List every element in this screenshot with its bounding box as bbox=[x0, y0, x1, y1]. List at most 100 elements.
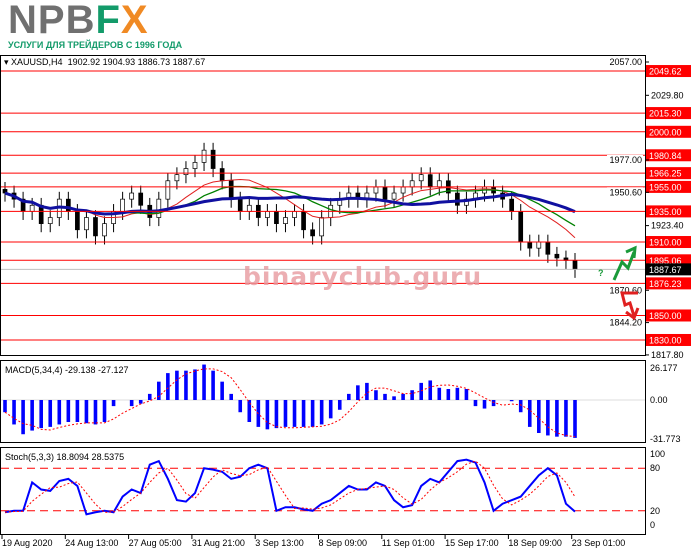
candle-body bbox=[102, 223, 107, 237]
time-tick-label: 23 Sep 01:00 bbox=[572, 538, 626, 548]
macd-bar bbox=[111, 400, 116, 407]
level-label: 1895.06 bbox=[649, 256, 682, 266]
candle-body bbox=[319, 217, 325, 237]
level-tag bbox=[646, 205, 691, 218]
macd-bar bbox=[410, 390, 414, 400]
stoch-signal-line bbox=[4, 460, 576, 513]
macd-bar bbox=[518, 400, 523, 413]
level-label: 1966.25 bbox=[649, 169, 682, 179]
macd-tick-label: 0.00 bbox=[650, 395, 668, 405]
price-tick-label: 1844.20 bbox=[609, 318, 642, 328]
price-tick-label: 2057.00 bbox=[609, 57, 642, 67]
macd-signal-line bbox=[4, 368, 576, 438]
logo-tagline: УСЛУГИ ДЛЯ ТРЕЙДЕРОВ С 1996 ГОДА bbox=[8, 40, 183, 50]
price-tick-label: 1923.40 bbox=[651, 221, 684, 231]
candle-body bbox=[527, 241, 533, 249]
macd-bar bbox=[365, 382, 369, 400]
macd-bar bbox=[247, 400, 252, 423]
macd-bar bbox=[564, 400, 568, 437]
chart-header: ▾ XAUUSD,H4 1902.92 1904.93 1886.73 1887… bbox=[4, 57, 206, 67]
macd-bar bbox=[3, 400, 7, 413]
candle-body bbox=[373, 186, 379, 194]
macd-bar bbox=[30, 400, 34, 431]
candle-body bbox=[93, 217, 98, 237]
time-tick-label: 8 Sep 09:00 bbox=[319, 538, 368, 548]
price-tick-label-bg bbox=[607, 285, 643, 296]
npbfx-logo: NPBFX УСЛУГИ ДЛЯ ТРЕЙДЕРОВ С 1996 ГОДА bbox=[8, 0, 183, 50]
macd-bar bbox=[93, 400, 98, 425]
time-tick-label: 15 Sep 17:00 bbox=[445, 538, 499, 548]
stoch-panel-frame bbox=[0, 447, 646, 535]
candle-body bbox=[509, 198, 515, 212]
macd-bar bbox=[75, 400, 80, 423]
macd-bar bbox=[66, 400, 71, 423]
candle-body bbox=[418, 174, 424, 182]
level-tag bbox=[646, 65, 691, 78]
macd-bar bbox=[166, 373, 170, 400]
level-label: 1910.00 bbox=[649, 238, 682, 248]
macd-label: MACD(5,34,4) -29.138 -27.127 bbox=[5, 365, 129, 375]
level-tag bbox=[646, 180, 691, 193]
macd-tick-label: 26.177 bbox=[650, 363, 678, 373]
level-label: 1980.84 bbox=[649, 151, 682, 161]
macd-bar bbox=[238, 400, 243, 413]
macd-bar bbox=[537, 400, 541, 434]
macd-bar bbox=[555, 400, 559, 437]
down-arrow-icon bbox=[620, 291, 638, 317]
macd-bar bbox=[12, 400, 16, 425]
macd-bar bbox=[138, 400, 143, 404]
stoch-tick-label: 100 bbox=[650, 449, 665, 459]
question-mark: ? bbox=[598, 268, 604, 278]
level-tag bbox=[646, 236, 691, 249]
logo-text: NPB bbox=[8, 0, 96, 42]
macd-bar bbox=[57, 400, 62, 425]
macd-bar bbox=[383, 393, 387, 400]
macd-bar bbox=[464, 388, 469, 400]
macd-bar bbox=[229, 393, 233, 400]
level-label: 2049.62 bbox=[649, 67, 682, 77]
macd-bar bbox=[446, 388, 451, 400]
candle-body bbox=[301, 211, 306, 231]
macd-bar bbox=[392, 396, 396, 400]
macd-bar bbox=[310, 400, 315, 427]
candle-body bbox=[165, 180, 171, 200]
candle-body bbox=[436, 180, 442, 188]
up-arrow-head-icon bbox=[625, 245, 637, 259]
macd-bar bbox=[509, 400, 514, 402]
macd-bar bbox=[193, 369, 197, 400]
candle-body bbox=[391, 192, 397, 200]
moving-average-line bbox=[4, 179, 576, 239]
level-tag bbox=[646, 107, 691, 120]
macd-bar bbox=[482, 400, 487, 409]
logo-x: X bbox=[120, 0, 149, 42]
macd-bar bbox=[319, 400, 324, 425]
macd-bar bbox=[337, 400, 342, 410]
time-tick-label: 18 Sep 09:00 bbox=[508, 538, 562, 548]
macd-bar bbox=[21, 400, 25, 435]
level-tag bbox=[646, 254, 691, 267]
macd-bar bbox=[157, 381, 161, 400]
candle-body bbox=[427, 174, 433, 188]
ohlc-values: 1902.92 1904.93 1886.73 1887.67 bbox=[67, 57, 206, 67]
level-tag bbox=[646, 125, 691, 138]
candle-body bbox=[129, 192, 135, 200]
candle-body bbox=[210, 149, 216, 169]
macd-bar bbox=[527, 400, 532, 427]
level-tag bbox=[646, 167, 691, 180]
candle-body bbox=[183, 168, 189, 176]
price-tick-label-bg bbox=[607, 154, 643, 165]
candle-body bbox=[47, 217, 53, 224]
candle-body bbox=[237, 198, 243, 212]
stoch-label: Stoch(5,3,3) 18.8094 28.5375 bbox=[5, 452, 124, 462]
candle-body bbox=[536, 241, 542, 249]
macd-bar bbox=[428, 380, 433, 400]
time-tick-label: 27 Aug 05:00 bbox=[129, 538, 182, 548]
macd-bar bbox=[292, 400, 297, 427]
macd-bar bbox=[39, 400, 43, 429]
price-tick-label: 1950.60 bbox=[609, 187, 642, 197]
candle-body bbox=[409, 180, 415, 188]
time-tick-label: 19 Aug 2020 bbox=[2, 538, 53, 548]
candle-body bbox=[310, 229, 315, 237]
price-tick-label-bg bbox=[607, 317, 643, 328]
